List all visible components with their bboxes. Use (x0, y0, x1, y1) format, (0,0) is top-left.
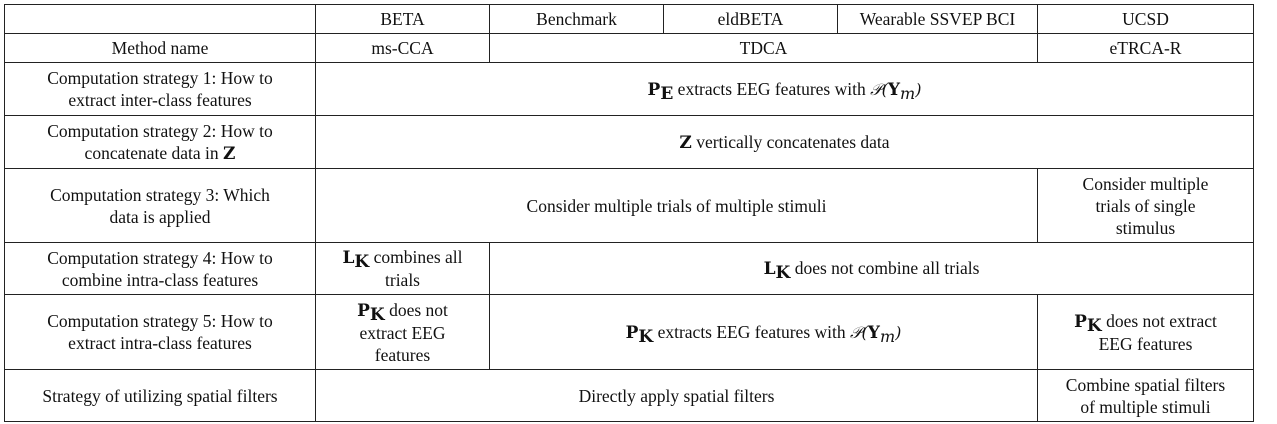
strategy5-ucsd-cell: PK does not extract EEG features (1037, 294, 1254, 370)
strategy1-arg: Y (887, 79, 901, 100)
strategy1-arg-sub: m (900, 83, 916, 103)
strategy5-arg: Y (867, 322, 880, 343)
strategy1-symbol-sub: E (660, 83, 674, 104)
strategy5-label-line1: Computation strategy 5: How to (47, 311, 273, 331)
strategy3-label-line1: Computation strategy 3: Which (50, 184, 270, 205)
header-beta: BETA (315, 4, 490, 34)
spatial-filter-ucsd-cell: Combine spatial filters of multiple stim… (1037, 369, 1254, 422)
strategy1-label: Computation strategy 1: How to extract i… (4, 62, 316, 116)
method-tdca: TDCA (489, 33, 1038, 63)
comparison-table-wrapper: BETA Benchmark eldBETA Wearable SSVEP BC… (4, 4, 1254, 422)
strategy4-rest-symbol: L (763, 259, 776, 279)
strategy5-arg-sub: m (879, 326, 896, 346)
header-benchmark: Benchmark (489, 4, 664, 34)
strategy2-row: Computation strategy 2: How to concatena… (4, 115, 1254, 169)
strategy3-label: Computation strategy 3: Which data is ap… (4, 168, 316, 243)
method-name-row: Method name ms-CCA TDCA eTRCA-R (4, 33, 1254, 63)
header-row: BETA Benchmark eldBETA Wearable SSVEP BC… (4, 4, 1254, 34)
method-etrca-r: eTRCA-R (1037, 33, 1254, 63)
strategy3-label-line2: data is applied (109, 206, 211, 227)
strategy4-rest-symbol-sub: K (775, 263, 791, 283)
strategy5-mid-symbol: P (625, 322, 639, 343)
strategy5-close: ) (895, 322, 902, 342)
strategy1-func: 𝒫( (870, 79, 888, 99)
strategy4-beta-text1: combines all (369, 247, 463, 267)
strategy2-label-line1: Computation strategy 2: How to (47, 120, 273, 141)
header-corner-cell (4, 4, 316, 34)
strategy3-main-cell: Consider multiple trials of multiple sti… (315, 168, 1038, 243)
strategy4-beta-cell: LK combines all trials (315, 242, 490, 295)
strategy1-all-cell: PE extracts EEG features with 𝒫(Ym) (315, 62, 1254, 116)
strategy2-text: vertically concatenates data (691, 131, 890, 152)
spatial-filter-ucsd-line1: Combine spatial filters (1065, 374, 1226, 395)
strategy1-row: Computation strategy 1: How to extract i… (4, 62, 1254, 116)
strategy4-label-line1: Computation strategy 4: How to (47, 247, 273, 268)
strategy5-label-line2: extract intra-class features (68, 333, 252, 353)
strategy4-beta-symbol: L (342, 248, 355, 268)
strategy5-beta-symbol: P (357, 300, 370, 321)
strategy4-rest-text: does not combine all trials (790, 258, 980, 278)
strategy2-label-symbol: Z (223, 143, 236, 164)
strategy5-ucsd-symbol: P (1074, 311, 1087, 332)
strategy2-symbol: Z (679, 132, 692, 153)
header-ucsd: UCSD (1037, 4, 1254, 34)
strategy2-label-line2: concatenate data in (84, 142, 224, 163)
strategy3-ucsd-cell: Consider multiple trials of single stimu… (1037, 168, 1254, 243)
strategy5-ucsd-text1: does not extract (1101, 310, 1217, 331)
header-wearable-ssvep-bci: Wearable SSVEP BCI (837, 4, 1038, 34)
header-eldbeta: eldBETA (663, 4, 838, 34)
strategy5-func: 𝒫( (850, 322, 868, 342)
spatial-filter-row: Strategy of utilizing spatial filters Di… (4, 369, 1254, 422)
spatial-filter-label: Strategy of utilizing spatial filters (4, 369, 316, 422)
strategy5-beta-cell: PK does not extract EEG features (315, 294, 490, 370)
strategy5-row: Computation strategy 5: How to extract i… (4, 294, 1254, 370)
comparison-table: BETA Benchmark eldBETA Wearable SSVEP BC… (4, 4, 1254, 422)
strategy5-mid-symbol-sub: K (638, 326, 654, 347)
strategy5-ucsd-symbol-sub: K (1086, 315, 1102, 336)
strategy1-text: extracts EEG features with (673, 78, 871, 99)
strategy5-beta-text3: features (374, 344, 431, 365)
strategy1-close: ) (915, 79, 922, 99)
strategy4-beta-symbol-sub: K (354, 252, 370, 272)
strategy3-ucsd-line3: stimulus (1115, 217, 1176, 238)
method-ms-cca: ms-CCA (315, 33, 490, 63)
strategy5-beta-symbol-sub: K (369, 304, 385, 325)
strategy5-beta-text1: does not (384, 299, 448, 320)
strategy4-beta-text2: trials (385, 270, 420, 290)
strategy4-rest-cell: LK does not combine all trials (489, 242, 1254, 295)
strategy2-all-cell: Z vertically concatenates data (315, 115, 1254, 169)
strategy5-beta-text2: extract EEG (359, 322, 446, 343)
strategy3-ucsd-line2: trials of single (1095, 195, 1196, 216)
strategy1-label-line1: Computation strategy 1: How to (47, 68, 273, 88)
method-name-label: Method name (4, 33, 316, 63)
strategy3-row: Computation strategy 3: Which data is ap… (4, 168, 1254, 243)
strategy5-mid-cell: PK extracts EEG features with 𝒫(Ym) (489, 294, 1038, 370)
strategy5-mid-text: extracts EEG features with (653, 321, 851, 342)
strategy3-ucsd-line1: Consider multiple (1082, 173, 1209, 194)
strategy5-label: Computation strategy 5: How to extract i… (4, 294, 316, 370)
spatial-filter-ucsd-line2: of multiple stimuli (1080, 396, 1211, 417)
strategy1-label-line2: extract inter-class features (68, 90, 252, 110)
strategy4-row: Computation strategy 4: How to combine i… (4, 242, 1254, 295)
strategy4-label: Computation strategy 4: How to combine i… (4, 242, 316, 295)
strategy5-ucsd-text2: EEG features (1098, 333, 1193, 354)
strategy2-label: Computation strategy 2: How to concatena… (4, 115, 316, 169)
spatial-filter-main-cell: Directly apply spatial filters (315, 369, 1038, 422)
strategy1-symbol: P (647, 79, 661, 100)
strategy4-label-line2: combine intra-class features (61, 269, 259, 290)
